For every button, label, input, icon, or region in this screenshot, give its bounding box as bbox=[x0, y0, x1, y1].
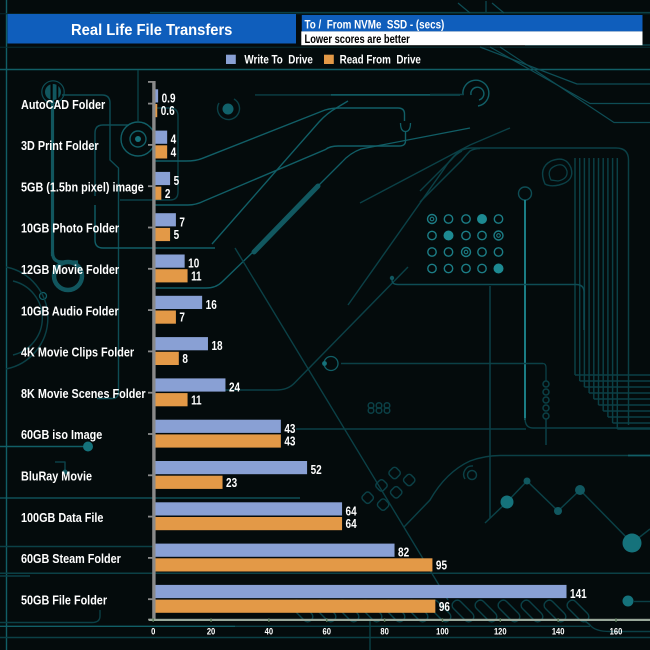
svg-text:43: 43 bbox=[284, 423, 295, 436]
svg-text:20: 20 bbox=[207, 626, 216, 637]
svg-text:11: 11 bbox=[191, 394, 202, 407]
svg-text:4: 4 bbox=[171, 146, 177, 159]
svg-text:23: 23 bbox=[226, 477, 237, 490]
svg-text:Write To Drive: Write To Drive bbox=[244, 54, 313, 67]
svg-text:60: 60 bbox=[323, 626, 332, 637]
svg-text:140: 140 bbox=[552, 626, 565, 637]
svg-text:120: 120 bbox=[494, 626, 507, 637]
svg-text:82: 82 bbox=[398, 547, 409, 560]
svg-text:18: 18 bbox=[211, 340, 223, 353]
svg-text:7: 7 bbox=[179, 312, 185, 325]
svg-text:12GB Movie Folder: 12GB Movie Folder bbox=[21, 263, 119, 277]
svg-text:95: 95 bbox=[436, 559, 448, 572]
svg-text:40: 40 bbox=[265, 626, 274, 637]
svg-text:50GB File Folder: 50GB File Folder bbox=[21, 594, 107, 608]
svg-text:AutoCAD Folder: AutoCAD Folder bbox=[21, 98, 106, 112]
svg-text:10: 10 bbox=[188, 258, 199, 271]
svg-text:10GB Audio Folder: 10GB Audio Folder bbox=[21, 305, 119, 319]
svg-text:5: 5 bbox=[174, 229, 180, 242]
svg-text:11: 11 bbox=[191, 270, 202, 283]
svg-text:10GB Photo Folder: 10GB Photo Folder bbox=[21, 222, 119, 236]
svg-text:5: 5 bbox=[174, 175, 180, 188]
svg-text:64: 64 bbox=[346, 518, 358, 531]
svg-text:2: 2 bbox=[165, 188, 171, 201]
svg-text:52: 52 bbox=[311, 464, 322, 477]
svg-text:Read From Drive: Read From Drive bbox=[340, 54, 421, 67]
svg-text:24: 24 bbox=[229, 381, 241, 394]
svg-text:141: 141 bbox=[570, 588, 587, 601]
svg-text:4: 4 bbox=[171, 134, 177, 147]
svg-text:5GB (1.5bn pixel) image: 5GB (1.5bn pixel) image bbox=[21, 181, 144, 195]
svg-text:160: 160 bbox=[610, 626, 623, 637]
svg-text:100: 100 bbox=[436, 626, 449, 637]
svg-text:100GB Data File: 100GB Data File bbox=[21, 511, 104, 525]
svg-text:96: 96 bbox=[439, 601, 450, 614]
svg-text:Real Life File Transfers: Real Life File Transfers bbox=[71, 21, 232, 39]
svg-text:8K Movie Scenes Folder: 8K Movie Scenes Folder bbox=[21, 387, 146, 401]
svg-text:4K Movie Clips Folder: 4K Movie Clips Folder bbox=[21, 346, 135, 360]
svg-text:16: 16 bbox=[206, 299, 217, 312]
svg-text:80: 80 bbox=[380, 626, 389, 637]
svg-text:Lower scores are better: Lower scores are better bbox=[305, 33, 411, 47]
svg-text:7: 7 bbox=[179, 216, 185, 229]
svg-text:8: 8 bbox=[182, 353, 188, 366]
svg-text:60GB Steam Folder: 60GB Steam Folder bbox=[21, 552, 121, 566]
svg-text:BluRay Movie: BluRay Movie bbox=[21, 470, 92, 484]
svg-text:0.9: 0.9 bbox=[162, 92, 176, 105]
svg-text:0.6: 0.6 bbox=[161, 105, 175, 118]
svg-text:64: 64 bbox=[346, 505, 358, 518]
svg-text:43: 43 bbox=[284, 436, 295, 449]
svg-text:3D Print Folder: 3D Print Folder bbox=[21, 139, 99, 153]
svg-text:60GB iso Image: 60GB iso Image bbox=[21, 429, 103, 443]
svg-text:To / From NVMe SSD - (secs): To / From NVMe SSD - (secs) bbox=[305, 19, 445, 32]
svg-text:0: 0 bbox=[151, 626, 155, 637]
